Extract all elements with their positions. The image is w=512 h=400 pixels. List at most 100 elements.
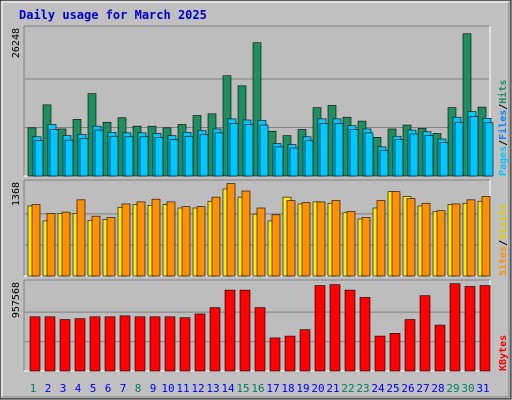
panels: 26248Pages/Files/Hits1368Sites/Visits957…	[11, 25, 509, 372]
axis-max-label: 1368	[11, 182, 22, 206]
bar-kbytes-day-5	[89, 316, 101, 372]
legend-separator: /	[498, 104, 509, 110]
bar-pages-day-12	[199, 134, 209, 177]
bar-pages-day-7	[124, 136, 134, 177]
bar-sites-day-9	[151, 198, 161, 277]
day-label-31: 31	[476, 382, 489, 395]
bar-sites-day-7	[121, 203, 131, 277]
day-label-6: 6	[105, 382, 112, 395]
bar-kbytes-day-1	[29, 316, 41, 372]
legend-visits: Visits	[497, 204, 509, 240]
bar-sites-day-1	[31, 204, 41, 277]
bar-pages-day-5	[94, 129, 104, 177]
bar-kbytes-day-24	[374, 335, 386, 372]
bar-sites-day-2	[46, 213, 56, 277]
legend-sites: Sites	[497, 246, 509, 276]
series-legend: Pages/Files/Hits	[497, 80, 509, 176]
bar-sites-day-18	[286, 200, 296, 277]
bar-sites-day-14	[226, 183, 236, 277]
bar-kbytes-day-2	[44, 316, 56, 372]
bar-kbytes-day-16	[254, 307, 266, 372]
bar-pages-day-22	[349, 129, 359, 177]
bar-pages-day-24	[379, 149, 389, 177]
series-legend: Sites/Visits	[497, 204, 509, 276]
bar-sites-day-31	[481, 196, 491, 277]
bar-kbytes-day-22	[344, 289, 356, 372]
bar-kbytes-day-20	[314, 285, 326, 372]
bar-sites-day-10	[166, 201, 176, 277]
bar-kbytes-day-14	[224, 289, 236, 372]
chart-title: Daily usage for March 2025	[19, 8, 207, 22]
bar-sites-day-13	[211, 196, 221, 277]
bar-sites-day-3	[61, 211, 71, 277]
axis-max-label: 26248	[11, 28, 22, 58]
bar-kbytes-day-28	[434, 324, 446, 372]
bar-sites-day-25	[391, 191, 401, 277]
bar-sites-day-27	[421, 202, 431, 277]
day-label-17: 17	[266, 382, 279, 395]
bar-kbytes-day-29	[449, 283, 461, 372]
bar-sites-day-26	[406, 198, 416, 277]
bar-pages-day-3	[64, 139, 74, 177]
bar-sites-day-22	[346, 211, 356, 277]
bar-sites-day-17	[271, 214, 281, 277]
day-label-3: 3	[60, 382, 67, 395]
bar-pages-day-29	[454, 121, 464, 177]
bar-pages-day-14	[229, 123, 239, 177]
bar-sites-day-28	[436, 210, 446, 277]
bar-sites-day-21	[331, 200, 341, 277]
bar-kbytes-day-25	[389, 333, 401, 372]
day-label-12: 12	[191, 382, 204, 395]
bar-pages-day-21	[334, 123, 344, 177]
bar-sites-day-23	[361, 217, 371, 277]
day-label-2: 2	[45, 382, 52, 395]
bar-kbytes-day-3	[59, 319, 71, 372]
bar-pages-day-6	[109, 135, 119, 177]
panel-visits-sites: 1368 Sites/Visits	[11, 179, 509, 277]
day-label-11: 11	[176, 382, 189, 395]
bar-kbytes-day-12	[194, 313, 206, 372]
bar-sites-day-24	[376, 200, 386, 277]
day-label-9: 9	[150, 382, 157, 395]
bar-pages-day-20	[319, 123, 329, 177]
bar-kbytes-day-19	[299, 329, 311, 372]
bar-pages-day-8	[139, 136, 149, 177]
day-label-20: 20	[311, 382, 324, 395]
bar-kbytes-day-4	[74, 318, 86, 372]
bar-sites-day-15	[241, 190, 251, 277]
day-label-21: 21	[326, 382, 339, 395]
day-label-1: 1	[30, 382, 37, 395]
bar-sites-day-4	[76, 199, 86, 277]
day-label-10: 10	[161, 382, 174, 395]
bar-pages-day-1	[34, 140, 44, 177]
bar-pages-day-10	[169, 139, 179, 177]
bar-kbytes-day-17	[269, 337, 281, 372]
bar-sites-day-5	[91, 215, 101, 277]
bar-kbytes-day-7	[119, 315, 131, 372]
bar-sites-day-20	[316, 201, 326, 277]
day-label-18: 18	[281, 382, 294, 395]
day-label-26: 26	[401, 382, 414, 395]
bar-hits-day-30	[462, 33, 472, 177]
day-label-15: 15	[236, 382, 249, 395]
legend-kbytes: KBytes	[498, 335, 509, 371]
day-label-28: 28	[431, 382, 444, 395]
bar-pages-day-31	[484, 122, 494, 177]
bar-kbytes-day-30	[464, 286, 476, 372]
bar-kbytes-day-31	[479, 285, 491, 372]
bar-sites-day-29	[451, 203, 461, 277]
bar-pages-day-16	[259, 124, 269, 177]
bar-kbytes-day-27	[419, 295, 431, 372]
day-label-19: 19	[296, 382, 309, 395]
day-label-14: 14	[221, 382, 235, 395]
bar-kbytes-day-13	[209, 307, 221, 372]
day-label-27: 27	[416, 382, 429, 395]
panel-kbytes: 957568 KBytes	[11, 279, 509, 372]
legend-pages: Pages	[498, 146, 509, 176]
bar-pages-day-15	[244, 124, 254, 177]
bar-pages-day-30	[469, 116, 479, 177]
bar-sites-day-30	[466, 199, 476, 277]
legend-hits: Hits	[497, 80, 509, 104]
